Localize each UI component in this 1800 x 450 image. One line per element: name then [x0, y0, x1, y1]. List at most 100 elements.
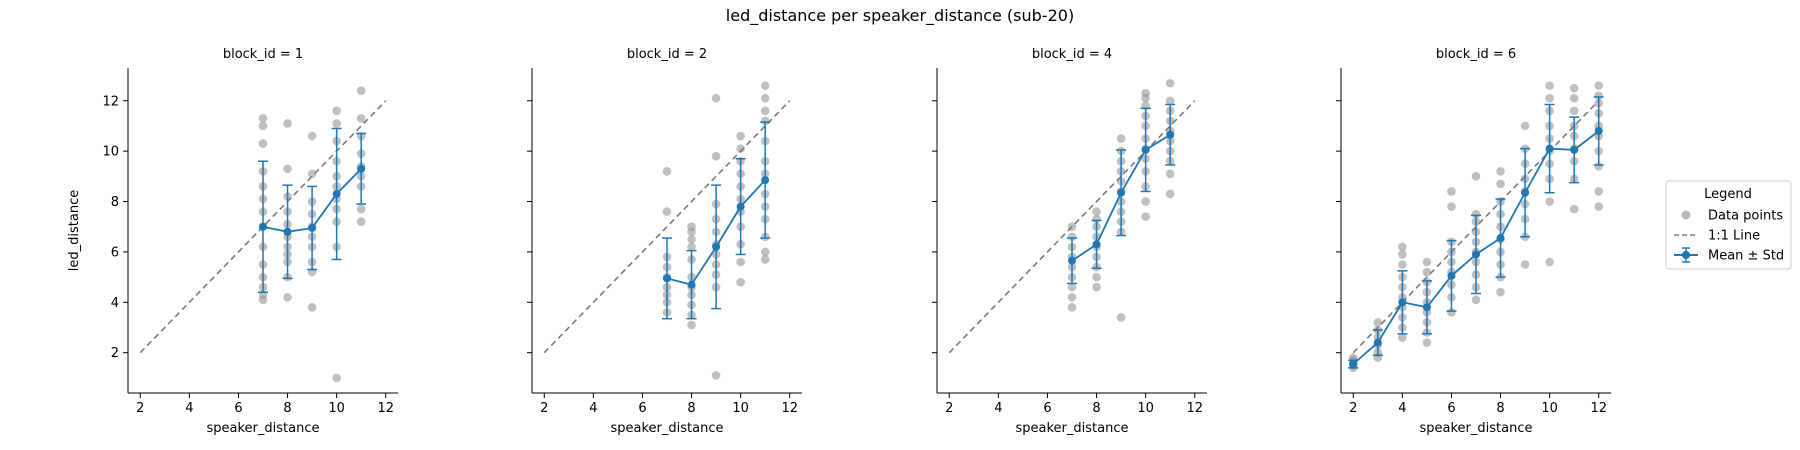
panels: block_id = 1 2 4 6 8 10 12 2 4 6 8 10 12 speaker_dist…: [67, 47, 1611, 436]
data-point: [1520, 121, 1530, 131]
mean-marker: [332, 189, 341, 198]
data-point: [760, 247, 770, 257]
panel-1: block_id = 1 2 4 6 8 10 12 2 4 6 8 10 12 speaker_dist…: [67, 47, 398, 436]
mean-marker: [283, 227, 292, 236]
x-tick-label: 6: [1043, 401, 1051, 416]
legend-label-identity: 1:1 Line: [1708, 229, 1760, 244]
data-point: [1569, 106, 1579, 116]
data-point: [1545, 93, 1554, 103]
data-point: [662, 207, 672, 216]
data-point: [736, 131, 745, 141]
x-tick-label: 2: [1349, 401, 1357, 416]
data-points: [662, 81, 770, 380]
panel-title: block_id = 4: [1032, 47, 1112, 62]
data-point: [1422, 257, 1432, 267]
data-point: [1569, 93, 1579, 103]
figure-title: led_distance per speaker_distance (sub-2…: [726, 6, 1074, 26]
mean-marker: [1422, 303, 1431, 312]
data-point: [1141, 197, 1150, 206]
data-point: [1594, 202, 1604, 211]
data-point: [711, 151, 721, 161]
data-point: [687, 235, 696, 244]
data-point: [1594, 187, 1604, 196]
data-point: [283, 164, 292, 174]
data-point: [711, 93, 721, 103]
data-point: [760, 81, 770, 90]
data-point: [760, 255, 770, 264]
data-point: [332, 106, 341, 116]
data-point: [1165, 78, 1175, 88]
mean-marker: [357, 164, 366, 173]
x-tick-label: 6: [234, 401, 242, 416]
data-point: [258, 114, 268, 123]
y-tick-label: 6: [111, 245, 119, 260]
x-tick-label: 8: [1092, 401, 1100, 416]
data-point: [1067, 292, 1077, 302]
data-point: [1092, 207, 1101, 216]
mean-marker: [1398, 298, 1407, 307]
legend-label-mean: Mean ± Std: [1708, 249, 1784, 264]
x-tick-label: 4: [185, 401, 193, 416]
data-point: [258, 121, 268, 131]
data-point: [1471, 295, 1481, 305]
x-tick-label: 10: [1137, 401, 1154, 416]
data-point: [1141, 88, 1150, 98]
mean-marker: [1447, 271, 1456, 280]
mean-marker: [761, 176, 770, 185]
x-tick-label: 12: [377, 401, 394, 416]
data-point: [307, 169, 317, 179]
x-axis-label: speaker_distance: [1016, 421, 1129, 436]
mean-marker: [663, 274, 671, 283]
y-tick-label: 8: [111, 195, 119, 210]
x-axis-label: speaker_distance: [1420, 421, 1533, 436]
panel-title: block_id = 1: [223, 47, 303, 62]
mean-marker: [259, 222, 267, 231]
data-point: [1165, 169, 1175, 179]
data-point: [1545, 81, 1554, 90]
y-axis-label: led_distance: [67, 190, 82, 271]
data-point: [1594, 81, 1604, 90]
data-points: [258, 86, 366, 383]
x-tick-label: 4: [994, 401, 1002, 416]
x-axis-label: speaker_distance: [611, 421, 724, 436]
data-point: [1447, 308, 1456, 317]
data-point: [1447, 187, 1456, 196]
data-point: [736, 257, 745, 267]
data-point: [1422, 267, 1432, 277]
legend-label-points: Data points: [1708, 209, 1783, 224]
x-tick-label: 10: [328, 401, 345, 416]
data-point: [1471, 172, 1481, 181]
data-point: [332, 373, 341, 383]
data-point: [1447, 202, 1456, 211]
data-point: [1165, 96, 1175, 106]
x-tick-label: 10: [732, 401, 749, 416]
data-point: [760, 93, 770, 103]
data-point: [1116, 134, 1126, 143]
mean-marker: [1373, 338, 1382, 347]
data-point: [356, 217, 366, 226]
data-point: [1092, 282, 1101, 292]
data-point: [1067, 232, 1077, 242]
mean-marker: [1349, 360, 1358, 369]
data-point: [356, 86, 366, 95]
data-point: [1398, 242, 1407, 252]
x-tick-label: 8: [283, 401, 291, 416]
panel-4: block_id = 6 2 4 6 8 10 12 speaker_distance: [1336, 47, 1611, 436]
legend-frame: [1665, 180, 1792, 270]
x-tick-label: 8: [1496, 401, 1504, 416]
data-point: [356, 204, 366, 214]
identity-line: [948, 100, 1196, 354]
data-point: [283, 292, 292, 302]
legend-title: Legend: [1704, 187, 1752, 202]
panel-2: block_id = 2 2 4 6 8 10 12 speaker_distance: [527, 47, 802, 436]
data-point: [736, 277, 745, 287]
x-tick-label: 6: [638, 401, 646, 416]
mean-marker: [1570, 145, 1579, 154]
y-tick-label: 2: [111, 346, 119, 361]
mean-marker: [1545, 144, 1554, 153]
x-tick-label: 10: [1541, 401, 1558, 416]
mean-marker: [1594, 126, 1603, 135]
legend-mean-marker: [1682, 251, 1690, 259]
